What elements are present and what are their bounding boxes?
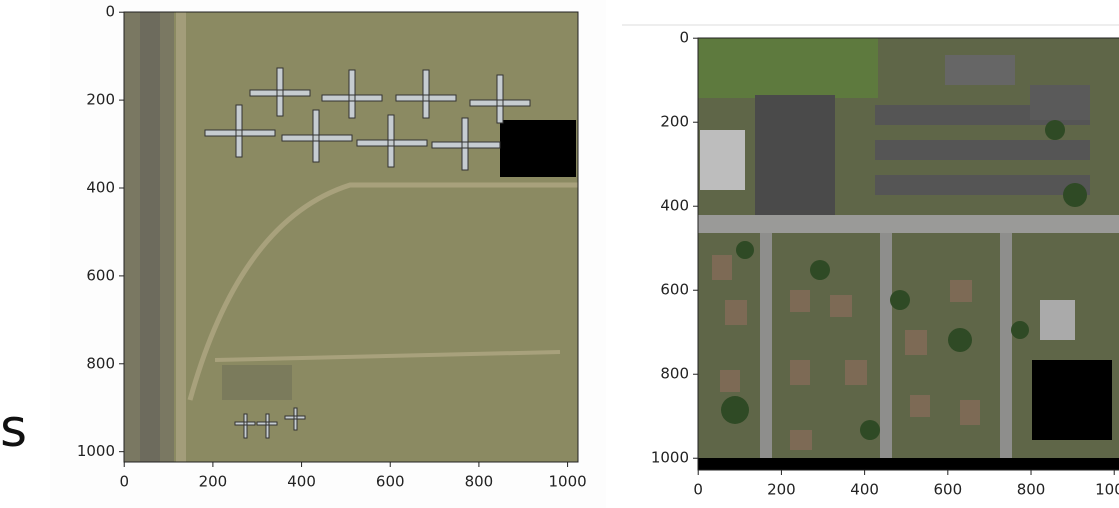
y-tick-label: 800 xyxy=(86,354,115,372)
x-tick-label: 400 xyxy=(287,473,316,491)
x-tick-label: 1000 xyxy=(1095,481,1119,499)
x-tick-label: 0 xyxy=(693,481,703,499)
x-tick-label: 600 xyxy=(933,481,962,499)
y-tick-label: 200 xyxy=(86,91,115,109)
text-fragment: s xyxy=(0,399,27,459)
x-tick-label: 800 xyxy=(465,473,494,491)
y-tick-label: 600 xyxy=(86,266,115,284)
x-tick-label: 400 xyxy=(850,481,879,499)
airfield-image xyxy=(124,12,578,462)
screenshot: s xyxy=(0,0,1119,508)
y-tick-label: 200 xyxy=(660,113,689,131)
x-tick-label: 1000 xyxy=(548,473,586,491)
x-tick-label: 600 xyxy=(376,473,405,491)
x-tick-label: 0 xyxy=(119,473,129,491)
y-tick-label: 1000 xyxy=(651,449,689,467)
y-tick-label: 1000 xyxy=(77,442,115,460)
x-tick-label: 200 xyxy=(767,481,796,499)
neighbourhood-image xyxy=(698,38,1119,470)
y-tick-label: 0 xyxy=(679,29,689,47)
y-tick-label: 800 xyxy=(660,365,689,383)
x-tick-label: 800 xyxy=(1017,481,1046,499)
y-tick-label: 600 xyxy=(660,281,689,299)
y-tick-label: 400 xyxy=(86,179,115,197)
y-tick-label: 400 xyxy=(660,197,689,215)
y-tick-label: 0 xyxy=(105,3,115,21)
x-tick-label: 200 xyxy=(199,473,228,491)
